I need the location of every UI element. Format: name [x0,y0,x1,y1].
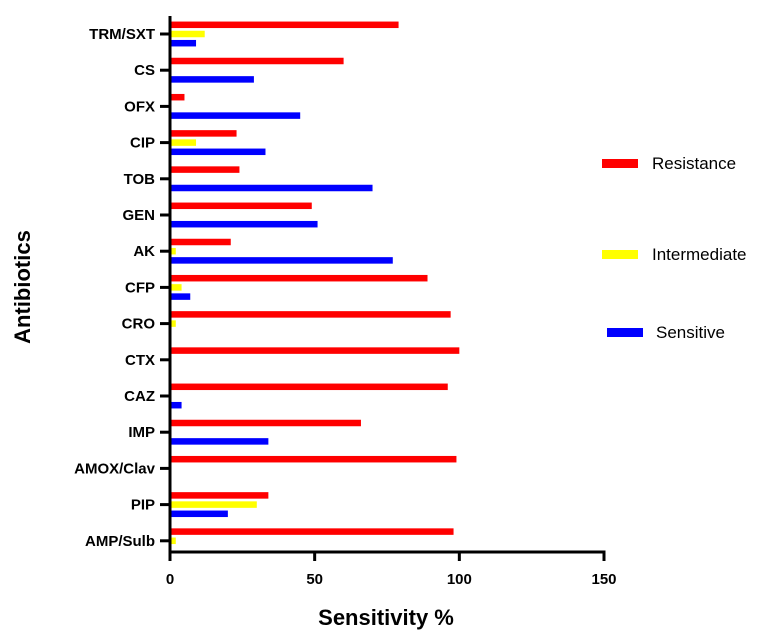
bar-sensitive-3 [170,148,266,156]
bar-sensitive-2 [170,112,301,119]
legend-swatch-resistance [602,159,638,168]
y-tick-label-1: CS [134,62,155,79]
y-tick-label-4: TOB [124,171,156,188]
y-tick-label-8: CRO [122,316,156,333]
tick-labels-layer: TRM/SXT CS OFX CIP TOB GEN AK CFP CRO CTX CAZ IMP AM… [74,26,616,588]
bar-sensitive-10 [170,401,182,409]
bar-sensitive-4 [170,184,373,192]
bar-resistance-3 [170,130,237,137]
legend-label-intermediate: Intermediate [652,245,747,264]
bar-resistance-7 [170,274,428,282]
bar-intermediate-8 [170,320,176,327]
y-tick-label-13: PIP [131,497,155,514]
y-tick-label-5: GEN [122,207,155,224]
y-tick-label-0: TRM/SXT [89,26,155,43]
y-tick-label-11: IMP [128,424,155,441]
y-tick-label-2: OFX [124,98,155,115]
bar-resistance-2 [170,93,185,101]
bar-resistance-12 [170,455,457,463]
bar-resistance-10 [170,383,448,391]
bar-sensitive-11 [170,438,269,445]
bar-resistance-8 [170,311,451,318]
bar-intermediate-13 [170,501,257,508]
legend-swatch-intermediate [602,250,638,259]
bar-sensitive-1 [170,76,254,83]
x-tick-label-1: 50 [306,571,323,588]
bar-resistance-4 [170,166,240,173]
x-tick-label-0: 0 [166,571,174,588]
bars-layer [170,21,460,545]
bar-sensitive-7 [170,293,191,300]
legend-label-resistance: Resistance [652,154,736,173]
bar-intermediate-0 [170,30,205,38]
x-axis-title: Sensitivity % [318,605,454,630]
y-tick-label-10: CAZ [124,388,155,405]
bar-resistance-6 [170,238,231,246]
bar-intermediate-14 [170,537,176,545]
y-axis-title: Antibiotics [10,230,35,344]
bar-intermediate-3 [170,139,197,146]
bar-resistance-13 [170,492,269,499]
y-tick-label-7: CFP [125,279,155,296]
y-tick-label-3: CIP [130,135,155,152]
bar-resistance-0 [170,21,399,29]
y-tick-label-9: CTX [125,352,155,369]
bar-resistance-11 [170,419,361,427]
bar-intermediate-6 [170,247,176,255]
bar-sensitive-5 [170,220,318,228]
y-tick-label-12: AMOX/Clav [74,460,156,477]
axes-layer [160,16,606,561]
bar-sensitive-13 [170,510,228,518]
x-tick-label-3: 150 [591,571,616,588]
bar-resistance-9 [170,347,460,354]
legend: Resistance Intermediate Sensitive [602,154,747,342]
legend-swatch-sensitive [607,328,643,337]
bar-resistance-1 [170,57,344,65]
y-tick-label-6: AK [133,243,155,260]
bar-resistance-5 [170,202,312,210]
bar-sensitive-0 [170,39,197,47]
x-tick-label-2: 100 [447,571,472,588]
bar-intermediate-7 [170,284,182,291]
y-tick-label-14: AMP/Sulb [85,533,155,550]
bar-resistance-14 [170,528,454,535]
bar-sensitive-6 [170,257,393,264]
legend-label-sensitive: Sensitive [656,323,725,342]
